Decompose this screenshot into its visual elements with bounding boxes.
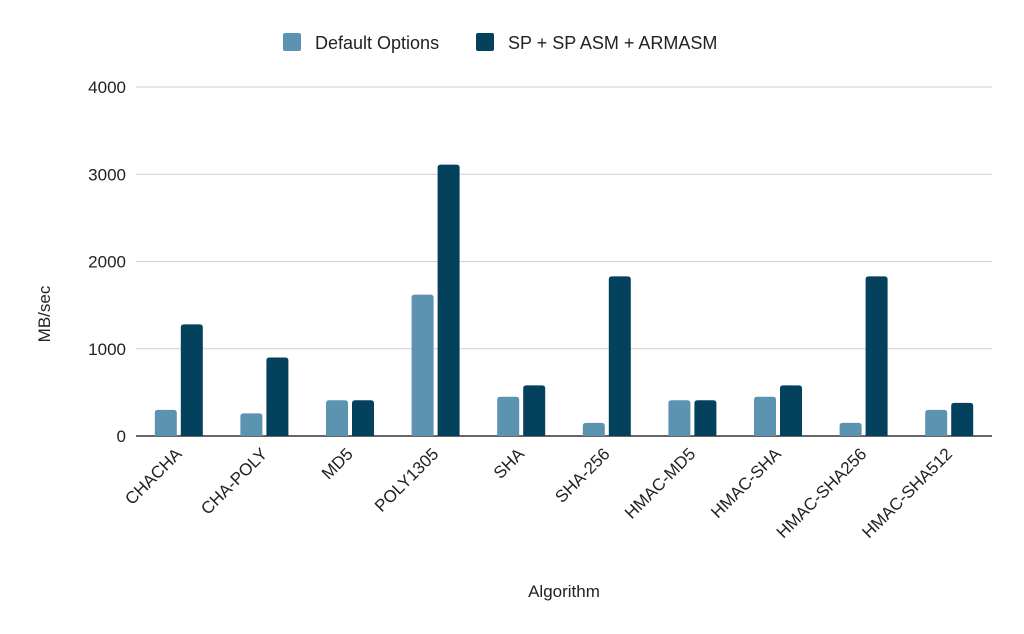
legend-swatch-default-options [283,33,301,51]
x-tick-label: SHA-256 [551,444,613,506]
bar-hmac-sha256-sp-sp-asm-armasm [865,276,888,436]
bar-md5-default-options [326,400,348,436]
y-tick-label: 3000 [88,165,126,184]
bar-hmac-md5-sp-sp-asm-armasm [694,400,717,436]
bar-sha-256-sp-sp-asm-armasm [608,276,631,436]
x-tick-label: SHA [490,444,529,483]
x-tick-label: CHACHA [121,444,186,509]
bar-hmac-sha512-sp-sp-asm-armasm [951,402,974,436]
bar-poly1305-default-options [411,294,434,436]
x-tick-label: HMAC-SHA256 [773,444,871,542]
bar-hmac-sha512-default-options [925,409,948,436]
y-tick-label: 4000 [88,78,126,97]
bar-hmac-sha-default-options [754,396,776,436]
y-axis-ticks: 0 1000 2000 3000 4000 [88,78,126,446]
legend: Default Options SP + SP ASM + ARMASM [283,33,717,53]
bar-cha-poly-default-options [240,413,263,436]
bar-md5-sp-sp-asm-armasm [352,400,374,436]
legend-swatch-sp-sp-asm-armasm [476,33,494,51]
bar-cha-poly-sp-sp-asm-armasm [266,357,289,436]
x-tick-label: HMAC-MD5 [621,444,699,522]
x-tick-label: HMAC-SHA [707,444,785,522]
x-tick-label: CHA-POLY [197,444,271,518]
y-tick-label: 2000 [88,253,126,272]
x-axis-ticks: CHACHA CHA-POLY MD5 POLY1305 SHA SHA-256 HMAC-… [121,444,956,542]
bar-poly1305-sp-sp-asm-armasm [437,164,460,436]
y-axis-title: MB/sec [35,285,54,342]
bars [154,164,974,436]
y-tick-label: 0 [117,427,126,446]
legend-label-default-options: Default Options [315,33,439,53]
legend-label-sp-sp-asm-armasm: SP + SP ASM + ARMASM [508,33,717,53]
bar-chacha-default-options [154,409,177,436]
x-tick-label: POLY1305 [371,444,442,515]
grid-lines [136,86,992,437]
y-tick-label: 1000 [88,340,126,359]
bar-hmac-md5-default-options [668,400,691,436]
bar-hmac-sha-sp-sp-asm-armasm [780,385,802,436]
x-tick-label: HMAC-SHA512 [858,444,956,542]
bar-hmac-sha256-default-options [839,422,862,436]
bar-sha-default-options [497,396,520,436]
bar-sha-sp-sp-asm-armasm [523,385,546,436]
x-axis-title: Algorithm [528,582,600,601]
x-tick-label: MD5 [318,444,357,483]
bar-sha-256-default-options [582,422,605,436]
bar-chacha-sp-sp-asm-armasm [180,324,203,436]
